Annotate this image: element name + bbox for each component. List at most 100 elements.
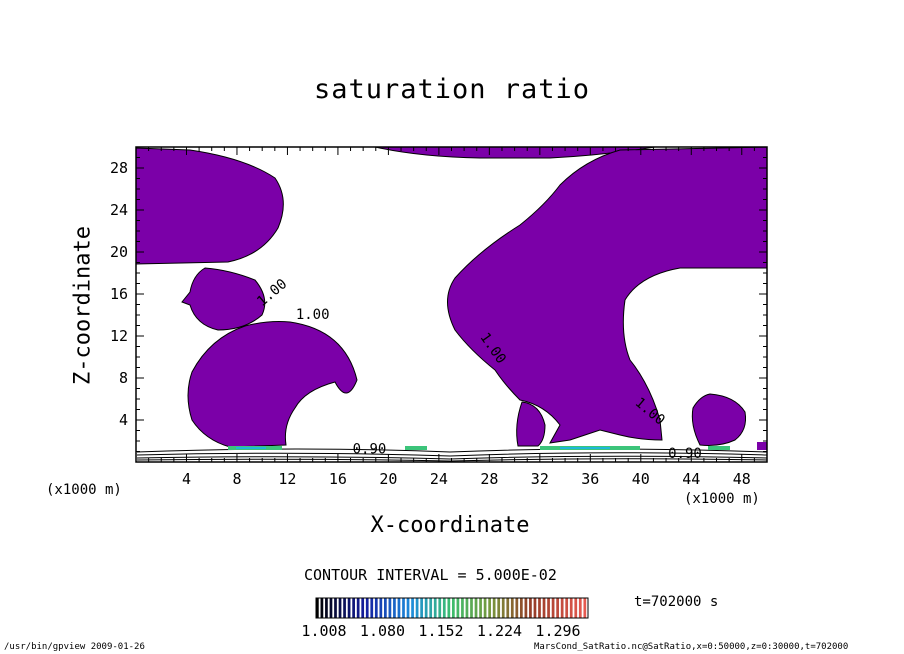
supersaturated-regions <box>135 146 768 450</box>
colorbar-stripe <box>370 598 374 618</box>
colorbar-tick-label: 1.008 <box>301 622 346 640</box>
colorbar-stripe <box>569 598 573 618</box>
y-tick-label: 20 <box>110 243 128 261</box>
region-right-edge-sliver <box>757 442 767 450</box>
supersaturation-spots <box>228 446 730 450</box>
colorbar-stripe <box>352 598 355 618</box>
colorbar-stripe <box>379 598 383 618</box>
colorbar-stripe <box>406 598 410 618</box>
y-tick-label: 16 <box>110 285 128 303</box>
time-label: t=702000 s <box>634 594 719 610</box>
colorbar-stripe <box>529 598 532 618</box>
colorbar-stripe <box>415 598 419 618</box>
colorbar-stripe <box>442 598 446 618</box>
footer-program-date: /usr/bin/gpview 2009-01-26 <box>4 642 145 652</box>
contour-interval-label: CONTOUR INTERVAL = 5.000E-02 <box>304 566 557 584</box>
region-right-plume <box>447 146 768 444</box>
x-tick-label: 16 <box>329 470 347 488</box>
colorbar-stripe <box>438 598 442 618</box>
x-tick-label: 12 <box>278 470 296 488</box>
colorbar-stripe <box>397 598 401 618</box>
x-tick-label: 8 <box>232 470 241 488</box>
colorbar-stripe <box>583 598 587 618</box>
colorbar-tick-label: 1.224 <box>477 622 522 640</box>
chart-title: saturation ratio <box>313 74 591 105</box>
region-mid-left-lobe <box>181 267 266 331</box>
contour-label: 0.90 <box>668 446 702 462</box>
colorbar-stripe <box>533 598 537 618</box>
colorbar-stripe <box>515 598 519 618</box>
colorbar-stripe <box>338 598 342 618</box>
colorbar-stripe <box>574 598 578 618</box>
colorbar-stripe <box>420 598 423 618</box>
colorbar-stripe <box>538 598 541 618</box>
colorbar-stripe <box>356 598 360 618</box>
colorbar-stripe <box>461 598 464 618</box>
colorbar-stripe <box>411 598 414 618</box>
colorbar-stripe <box>452 598 455 618</box>
footer-source: MarsCond_SatRatio.nc@SatRatio,x=0:50000,… <box>534 642 849 652</box>
colorbar-stripe <box>384 598 387 618</box>
colorbar-stripe <box>506 598 510 618</box>
x-tick-label: 32 <box>531 470 549 488</box>
y-tick-label: 28 <box>110 159 128 177</box>
x-tick-label: 48 <box>733 470 751 488</box>
colorbar-stripe <box>474 598 478 618</box>
colorbar-stripe <box>320 598 324 618</box>
region-right-small <box>691 393 746 446</box>
x-tick-label: 28 <box>480 470 498 488</box>
colorbar-stripe <box>510 598 514 618</box>
colorbar-stripe <box>488 598 491 618</box>
x-tick-label: 40 <box>632 470 650 488</box>
colorbar-stripe <box>497 598 501 618</box>
colorbar-tick-label: 1.080 <box>360 622 405 640</box>
colorbar-stripe <box>551 598 555 618</box>
colorbar-stripe <box>433 598 437 618</box>
colorbar-stripe <box>374 598 378 618</box>
colorbar-stripe <box>456 598 460 618</box>
axis-ticks <box>135 146 768 463</box>
x-tick-label: 24 <box>430 470 448 488</box>
colorbar-stripe <box>429 598 433 618</box>
colorbar-stripe <box>343 598 346 618</box>
colorbar-stripe <box>329 598 333 618</box>
x-tick-label: 36 <box>581 470 599 488</box>
colorbar-stripe <box>393 598 396 618</box>
colorbar-stripe <box>361 598 365 618</box>
colorbar-stripe <box>334 598 337 618</box>
colorbar-stripe <box>483 598 487 618</box>
colorbar-stripe <box>402 598 405 618</box>
x-unit-label-right: (x1000 m) <box>684 491 760 507</box>
y-tick-label: 12 <box>110 327 128 345</box>
region-left-mushroom <box>187 321 358 448</box>
x-tick-label: 20 <box>379 470 397 488</box>
contour-label: 1.00 <box>296 307 330 323</box>
colorbar-stripe <box>479 598 482 618</box>
colorbar-stripe <box>388 598 392 618</box>
x-tick-label: 4 <box>182 470 191 488</box>
colorbar-stripe <box>547 598 550 618</box>
colorbar-stripe <box>556 598 559 618</box>
colorbar-stripe <box>492 598 496 618</box>
region-top-left <box>135 147 284 265</box>
colorbar-stripe <box>316 598 319 618</box>
colorbar-stripe <box>325 598 328 618</box>
colorbar-stripe <box>470 598 473 618</box>
surface-contour-lines <box>136 448 768 462</box>
colorbar-stripe <box>524 598 528 618</box>
colorbar-stripe <box>365 598 369 618</box>
colorbar-tick-label: 1.152 <box>418 622 463 640</box>
region-small-central <box>516 401 546 447</box>
colorbar-stripe <box>447 598 451 618</box>
y-tick-label: 4 <box>119 411 128 429</box>
colorbar: 1.008 1.080 1.152 1.224 1.296 <box>301 597 589 640</box>
colorbar-stripe <box>565 598 569 618</box>
contour-label: 0.90 <box>353 442 387 458</box>
colorbar-stripe <box>560 598 564 618</box>
y-tick-label: 24 <box>110 201 128 219</box>
colorbar-tick-label: 1.296 <box>535 622 580 640</box>
colorbar-stripe <box>424 598 428 618</box>
x-unit-label-left: (x1000 m) <box>46 482 122 498</box>
